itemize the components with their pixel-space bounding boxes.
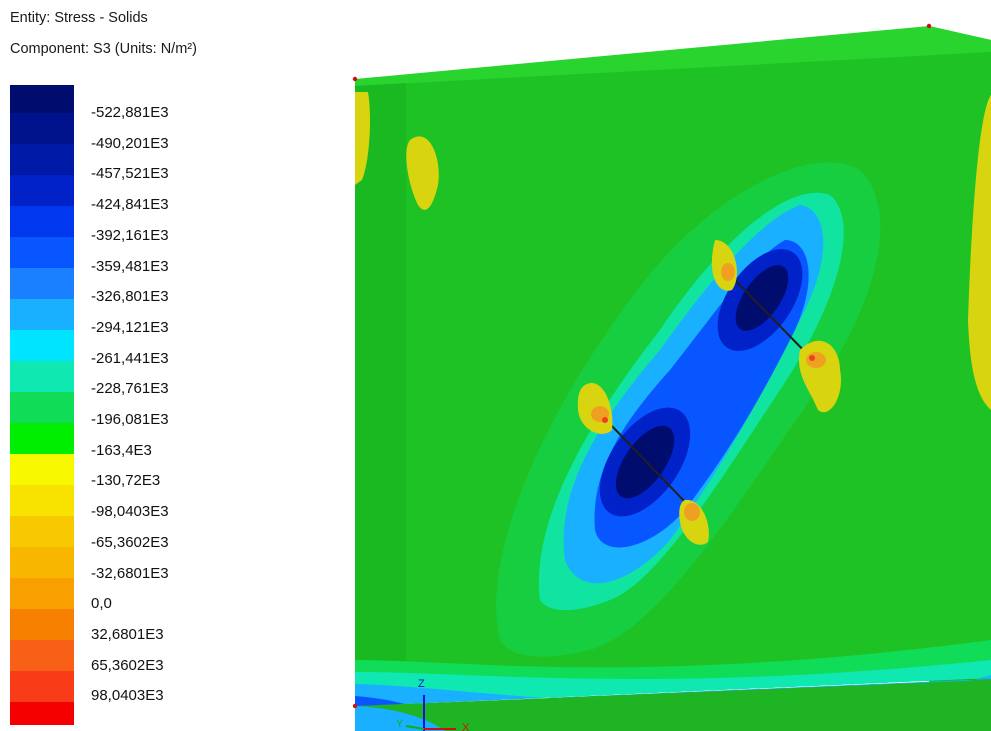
legend-swatch (10, 485, 74, 516)
legend-swatch (10, 206, 74, 237)
edge-patch-right (968, 95, 991, 410)
legend-swatch (10, 640, 74, 671)
legend-swatch (10, 237, 74, 268)
z-axis-label: Z (418, 678, 425, 690)
crack-line-lower (607, 421, 689, 506)
legend-label: 98,0403E3 (91, 687, 164, 705)
legend-swatch (10, 516, 74, 547)
legend-swatch (10, 299, 74, 330)
front-face-shade (355, 83, 406, 706)
y-axis-line (405, 725, 425, 730)
crack-line-upper (732, 277, 814, 361)
legend-swatch (10, 547, 74, 578)
legend-label: 32,6801E3 (91, 625, 164, 643)
contour-core-upper (735, 265, 789, 331)
model-viewport[interactable]: Z Y X (340, 0, 991, 731)
legend-label: -457,521E3 (91, 165, 169, 183)
legend-label: -65,3602E3 (91, 533, 169, 551)
contour-core-lower (615, 425, 675, 499)
legend-label: -196,081E3 (91, 411, 169, 428)
stress-plot[interactable]: Z Y X (340, 0, 991, 731)
legend-label: 65,3602E3 (91, 656, 164, 674)
bottom-band-teal (355, 660, 991, 706)
legend-label: -392,161E3 (91, 226, 169, 244)
legend-swatch (10, 113, 74, 144)
legend-label: -98,0403E3 (91, 503, 169, 521)
legend-label: -228,761E3 (91, 380, 169, 398)
legend-label: -326,801E3 (91, 288, 169, 306)
color-legend (10, 85, 74, 725)
axis-triad: Z Y X (396, 678, 470, 731)
legend-label: -294,121E3 (91, 318, 169, 336)
legend-label: -261,441E3 (91, 349, 169, 367)
block-top-face (355, 26, 991, 90)
legend-swatch (10, 609, 74, 640)
legend-swatch (10, 175, 74, 206)
legend-swatch (10, 671, 74, 702)
entity-title: Entity: Stress - Solids (10, 10, 148, 26)
x-axis-label: X (462, 722, 470, 731)
edge-patch-left-outer (355, 92, 370, 185)
legend-label: -424,841E3 (91, 196, 169, 214)
legend-label: 0,0 (91, 595, 112, 613)
legend-label: -130,72E3 (91, 472, 161, 490)
legend-label: -490,201E3 (91, 134, 169, 152)
legend-swatch (10, 330, 74, 361)
component-title: Component: S3 (Units: N/m²) (10, 41, 197, 57)
legend-swatch (10, 361, 74, 392)
node-top-left (352, 76, 358, 82)
legend-swatch (10, 268, 74, 299)
legend-swatch (10, 144, 74, 175)
legend-swatch (10, 85, 74, 113)
node-top-right (926, 23, 932, 29)
edge-patch-left-inner (406, 136, 439, 210)
y-axis-label: Y (396, 718, 404, 730)
legend-swatch (10, 423, 74, 454)
legend-label: -522,881E3 (91, 104, 169, 121)
legend-label: -163,4E3 (91, 441, 152, 459)
node-bottom-left (352, 703, 358, 709)
legend-swatch (10, 702, 74, 725)
legend-swatch (10, 454, 74, 485)
legend-swatch (10, 392, 74, 423)
legend-swatch (10, 578, 74, 609)
legend-label: -32,6801E3 (91, 564, 169, 582)
legend-label: -359,481E3 (91, 257, 169, 275)
legend-color-bar (10, 85, 74, 725)
